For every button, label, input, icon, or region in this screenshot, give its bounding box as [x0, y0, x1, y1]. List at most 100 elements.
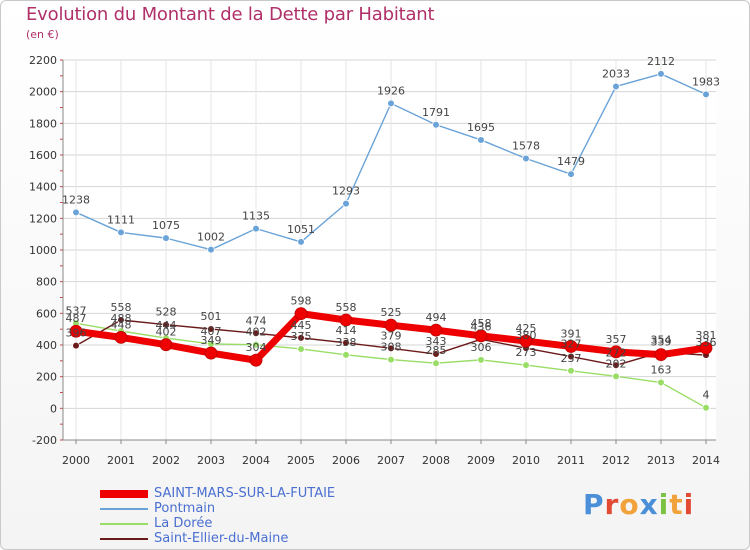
- data-point: [522, 154, 530, 163]
- x-tick-label: 2006: [332, 454, 360, 467]
- data-label: 1926: [377, 84, 405, 97]
- x-tick-label: 2003: [197, 454, 225, 467]
- data-point: [342, 199, 350, 208]
- y-tick-label: 1600: [29, 149, 57, 162]
- y-tick-label: 0: [50, 402, 57, 415]
- data-label: 375: [291, 330, 312, 343]
- data-label: 1075: [152, 219, 180, 232]
- x-tick-label: 2009: [467, 454, 495, 467]
- data-point: [342, 351, 350, 359]
- data-label: 381: [696, 329, 717, 342]
- data-label: 407: [201, 325, 222, 338]
- data-label: 306: [471, 341, 492, 354]
- data-label: 237: [561, 352, 582, 365]
- x-tick-label: 2010: [512, 454, 540, 467]
- y-tick-label: 2000: [29, 86, 57, 99]
- chart-unit: (en €): [26, 28, 59, 41]
- data-point: [429, 323, 443, 337]
- y-tick-label: 1800: [29, 117, 57, 130]
- x-tick-label: 2011: [557, 454, 585, 467]
- data-point: [72, 208, 80, 217]
- data-label: 2112: [647, 55, 675, 68]
- y-tick-label: 1400: [29, 181, 57, 194]
- data-label: 349: [201, 334, 222, 347]
- data-point: [432, 350, 440, 358]
- data-label: 402: [156, 326, 177, 339]
- data-label: 338: [336, 336, 357, 349]
- data-label: 391: [561, 327, 582, 340]
- data-label: 598: [291, 295, 312, 308]
- legend-swatch: [100, 537, 148, 540]
- data-point: [612, 82, 620, 91]
- data-point: [657, 378, 665, 387]
- data-label: 357: [606, 333, 627, 346]
- data-point: [162, 234, 170, 242]
- data-label: 494: [426, 311, 447, 324]
- data-point: [567, 170, 575, 178]
- data-label: 308: [381, 341, 402, 354]
- legend-swatch: [100, 489, 148, 498]
- data-label: 354: [651, 333, 672, 346]
- x-tick-label: 2002: [152, 454, 180, 467]
- data-label: 1238: [62, 193, 90, 206]
- legend-label: Pontmain: [154, 501, 216, 516]
- data-label: 304: [246, 341, 267, 354]
- data-label: 528: [156, 306, 177, 319]
- data-label: 1983: [692, 75, 720, 88]
- data-point: [432, 359, 440, 368]
- data-point: [609, 345, 623, 359]
- data-point: [564, 340, 578, 353]
- data-label: 327: [561, 338, 582, 351]
- data-label: 501: [201, 310, 222, 323]
- data-point: [117, 228, 125, 237]
- y-tick-label: 1200: [29, 212, 57, 225]
- data-point: [252, 224, 260, 233]
- y-tick-label: 200: [36, 371, 57, 384]
- data-point: [294, 307, 308, 321]
- data-point: [252, 329, 260, 338]
- data-point: [117, 316, 125, 324]
- data-label: 343: [426, 335, 447, 348]
- legend-label: Saint-Ellier-du-Maine: [154, 531, 289, 546]
- data-point: [567, 352, 575, 361]
- data-point: [384, 318, 398, 332]
- data-label: 448: [111, 318, 132, 331]
- legend-swatch: [100, 522, 148, 525]
- data-label: 558: [111, 301, 132, 314]
- data-label: 1479: [557, 155, 585, 168]
- data-point: [69, 324, 83, 338]
- data-point: [474, 329, 488, 343]
- data-label: 380: [516, 329, 537, 342]
- y-tick-label: 1000: [29, 244, 57, 257]
- y-tick-label: -200: [32, 434, 57, 447]
- data-label: 445: [291, 319, 312, 332]
- legend-swatch: [100, 507, 148, 510]
- x-tick-label: 2001: [107, 454, 135, 467]
- legend-item: La Dorée: [100, 516, 335, 531]
- y-tick-label: 2200: [29, 54, 57, 67]
- data-label: 163: [651, 364, 672, 377]
- data-point: [387, 344, 395, 353]
- data-point: [519, 334, 533, 348]
- proxiti-logo: Proxiti: [583, 488, 695, 521]
- data-point: [252, 340, 260, 349]
- data-point: [207, 245, 215, 254]
- data-point: [207, 325, 215, 333]
- data-label: 1002: [197, 231, 225, 244]
- data-label: 444: [156, 319, 177, 332]
- data-point: [342, 338, 350, 347]
- data-point: [567, 367, 575, 375]
- data-label: 488: [111, 312, 132, 325]
- x-tick-label: 2004: [242, 454, 270, 467]
- data-point: [162, 320, 170, 329]
- data-label: 336: [696, 336, 717, 349]
- data-label: 487: [66, 312, 87, 325]
- data-label: 272: [606, 346, 627, 359]
- data-label: 1111: [107, 213, 135, 226]
- data-point: [612, 361, 620, 370]
- legend-item: Pontmain: [100, 501, 335, 516]
- data-point: [657, 70, 665, 78]
- data-point: [387, 99, 395, 108]
- x-tick-label: 2013: [647, 454, 675, 467]
